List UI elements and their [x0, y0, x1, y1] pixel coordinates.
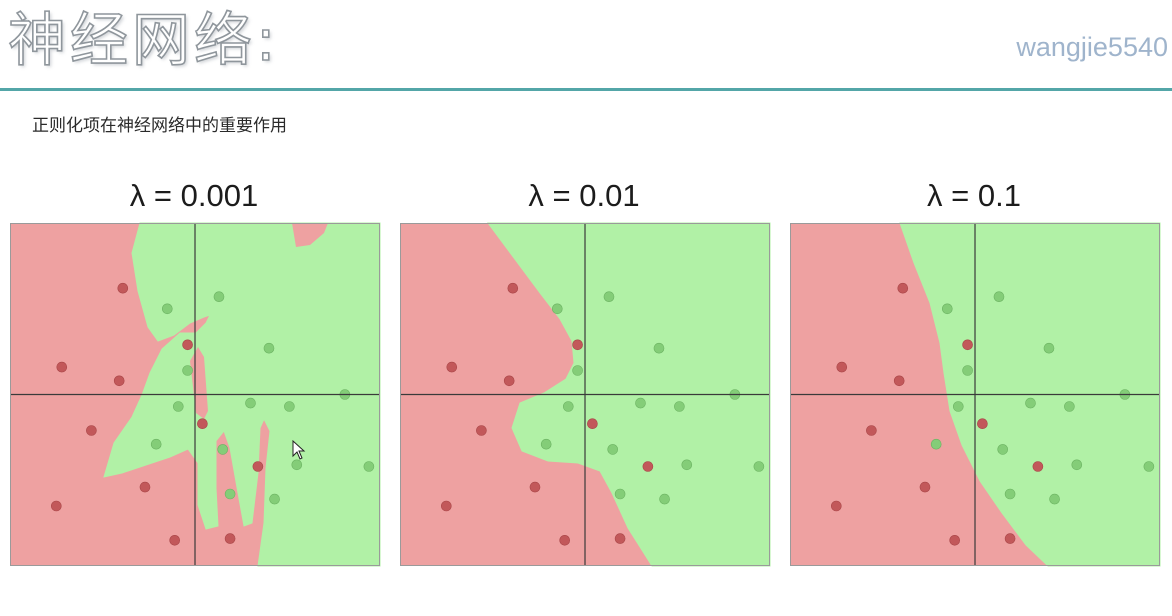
red-data-point: [252, 461, 264, 472]
green-data-point: [217, 444, 228, 455]
green-data-point: [291, 459, 303, 471]
red-data-point: [919, 481, 931, 493]
red-data-point: [169, 534, 180, 546]
red-data-point: [529, 481, 541, 493]
green-data-point: [603, 291, 615, 302]
title-divider: [0, 88, 1172, 91]
green-data-point: [997, 444, 1008, 455]
slide-title: 神经网络:: [7, 5, 280, 75]
green-data-point: [674, 401, 685, 412]
decision-boundary-plot-3: [790, 222, 1161, 567]
green-data-point: [150, 438, 162, 450]
green-data-point: [953, 401, 964, 412]
red-data-point: [197, 418, 208, 429]
green-data-point: [269, 493, 280, 505]
green-data-point: [607, 444, 618, 455]
green-data-point: [1064, 401, 1075, 412]
red-data-point: [182, 339, 193, 351]
green-data-point: [213, 291, 225, 302]
green-data-point: [182, 365, 193, 376]
red-data-point: [476, 425, 487, 436]
green-data-point: [552, 303, 563, 315]
green-data-point: [1043, 342, 1055, 354]
data-points-3: [830, 282, 1155, 546]
red-data-point: [86, 425, 97, 436]
red-data-point: [949, 534, 960, 546]
data-points-1: [50, 282, 375, 546]
red-data-point: [830, 500, 842, 512]
green-data-point: [962, 365, 973, 376]
green-data-point: [363, 461, 375, 472]
red-data-point: [507, 282, 519, 294]
green-data-point: [1049, 493, 1060, 505]
green-data-point: [162, 303, 173, 315]
green-data-point: [1071, 459, 1083, 471]
red-data-point: [1032, 461, 1044, 472]
watermark: wangjie5540: [1016, 32, 1168, 62]
green-data-point: [1004, 488, 1016, 500]
green-data-point: [284, 401, 295, 412]
plot-frame: [790, 223, 1160, 566]
red-data-point: [572, 339, 583, 351]
green-data-point: [224, 488, 236, 500]
green-data-point: [572, 365, 583, 376]
decision-boundary-plot-2: [400, 222, 771, 567]
green-data-point: [635, 397, 646, 409]
green-data-point: [614, 488, 626, 500]
green-data-point: [942, 303, 953, 315]
green-data-point: [1143, 461, 1155, 472]
green-data-point: [1025, 397, 1036, 409]
red-data-point: [897, 282, 909, 294]
red-data-point: [1004, 533, 1016, 544]
red-data-point: [642, 461, 654, 472]
red-data-point: [117, 282, 129, 294]
red-data-point: [139, 481, 151, 493]
red-data-point: [962, 339, 973, 351]
red-data-point: [113, 375, 125, 387]
red-data-point: [559, 534, 570, 546]
plot-frame: [400, 223, 770, 566]
red-data-point: [440, 500, 452, 512]
red-data-point: [866, 425, 877, 436]
red-data-point: [446, 361, 458, 373]
green-data-point: [653, 342, 665, 354]
green-data-point: [245, 397, 256, 409]
red-data-point: [50, 500, 62, 512]
green-data-point: [993, 291, 1005, 302]
red-data-point: [56, 361, 68, 373]
plot-frame: [10, 223, 380, 566]
red-notch: [292, 223, 328, 247]
plot-title-2: λ = 0.01: [528, 178, 640, 213]
green-data-point: [681, 459, 693, 471]
green-data-point: [563, 401, 574, 412]
green-data-point: [659, 493, 670, 505]
plot-title-3: λ = 0.1: [927, 178, 1021, 213]
red-data-point: [503, 375, 515, 387]
data-points-2: [440, 282, 765, 546]
red-data-point: [587, 418, 598, 429]
green-data-point: [173, 401, 184, 412]
red-data-point: [893, 375, 905, 387]
plot-title-1: λ = 0.001: [129, 178, 259, 213]
decision-boundary-plot-1: [10, 222, 381, 567]
red-data-point: [836, 361, 848, 373]
green-data-point: [753, 461, 765, 472]
red-data-point: [614, 533, 626, 544]
slide-subtitle: 正则化项在神经网络中的重要作用: [32, 116, 287, 136]
red-data-point: [977, 418, 988, 429]
green-data-point: [540, 438, 552, 450]
green-data-point: [263, 342, 275, 354]
green-data-point: [930, 438, 942, 450]
red-data-point: [224, 533, 236, 544]
mouse-pointer-icon: [292, 440, 306, 460]
